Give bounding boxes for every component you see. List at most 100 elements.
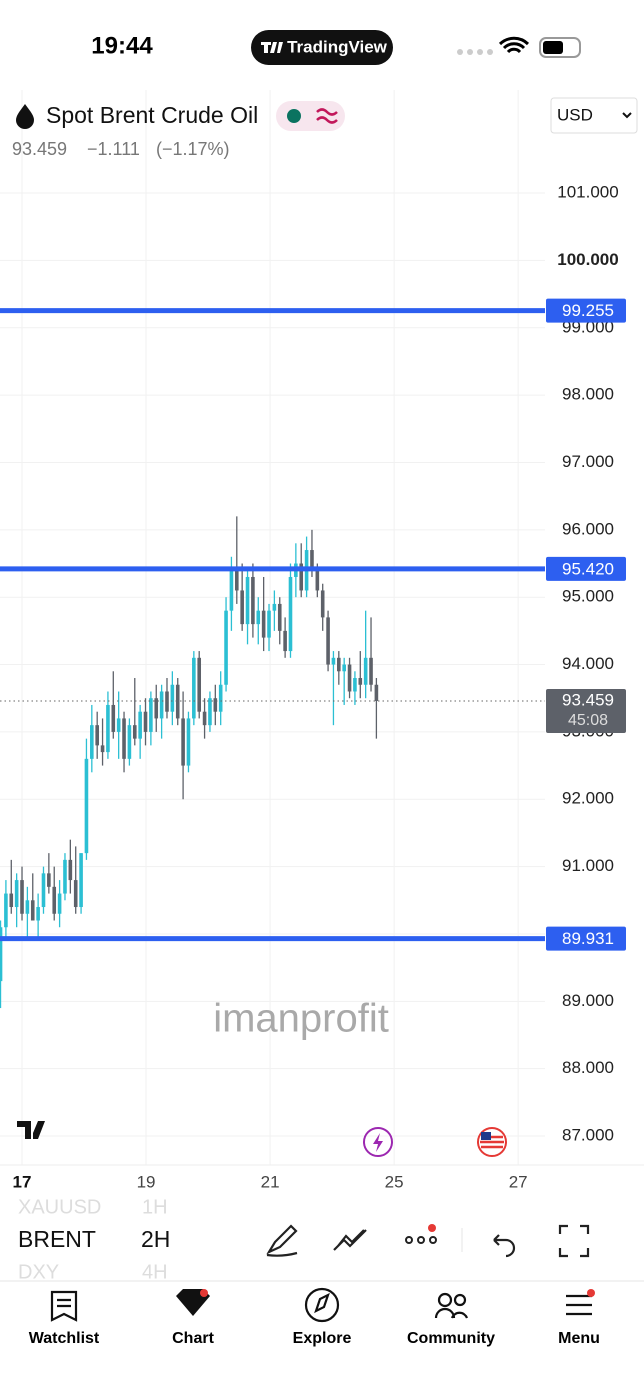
candle-body bbox=[342, 664, 346, 672]
y-tick-label: 89.000 bbox=[562, 991, 614, 1010]
candle-body bbox=[154, 698, 159, 719]
interval-option[interactable]: 1H bbox=[142, 1196, 168, 1218]
level-label: 95.420 bbox=[562, 559, 614, 578]
y-tick-label: 96.000 bbox=[562, 519, 614, 538]
status-time: 19:44 bbox=[91, 32, 153, 59]
battery bbox=[539, 37, 581, 58]
level-label: 99.255 bbox=[562, 301, 614, 320]
candle-body bbox=[283, 630, 287, 652]
y-tick-label: 100.000 bbox=[557, 250, 618, 269]
x-tick-label: 21 bbox=[261, 1172, 280, 1191]
candle-body bbox=[52, 886, 57, 914]
candle-body bbox=[149, 698, 153, 732]
x-tick-label: 17 bbox=[13, 1172, 32, 1191]
candle-body bbox=[320, 590, 325, 618]
candle-body bbox=[197, 657, 202, 712]
draw-icon[interactable] bbox=[266, 1224, 298, 1257]
candle-body bbox=[79, 853, 83, 908]
y-tick-label: 101.000 bbox=[557, 183, 618, 202]
candle-body bbox=[369, 657, 373, 685]
candle-body bbox=[0, 927, 3, 982]
candle-body bbox=[4, 893, 8, 928]
symbol-option[interactable]: DXY bbox=[18, 1261, 59, 1283]
candle-body bbox=[374, 684, 379, 701]
candle-body bbox=[116, 718, 121, 732]
nav-label[interactable]: Watchlist bbox=[29, 1330, 100, 1347]
candle-body bbox=[358, 678, 363, 685]
candle-body bbox=[20, 880, 24, 914]
x-tick-label: 27 bbox=[509, 1172, 528, 1191]
candle-body bbox=[25, 900, 30, 914]
candle-body bbox=[192, 657, 196, 719]
candle-body bbox=[63, 859, 67, 894]
app-pill[interactable] bbox=[251, 30, 393, 65]
candle-body bbox=[229, 570, 234, 611]
currency-select[interactable] bbox=[550, 97, 638, 134]
candle-body bbox=[106, 704, 110, 753]
header-price: 93.459 bbox=[12, 139, 67, 159]
candle-body bbox=[208, 698, 212, 726]
candle-body bbox=[299, 563, 304, 591]
candle-body bbox=[47, 873, 51, 887]
community-icon[interactable] bbox=[434, 1292, 469, 1319]
nav-label[interactable]: Menu bbox=[558, 1330, 600, 1347]
candle-body bbox=[165, 691, 169, 712]
level-box bbox=[546, 556, 626, 581]
candle-body bbox=[14, 880, 19, 908]
fullscreen-icon[interactable] bbox=[558, 1224, 590, 1258]
badge bbox=[587, 1289, 595, 1297]
candle-body bbox=[240, 590, 244, 625]
y-tick-label: 87.000 bbox=[562, 1126, 614, 1145]
more-icon[interactable] bbox=[405, 1236, 437, 1244]
menu-icon[interactable] bbox=[566, 1294, 592, 1316]
candle-body bbox=[288, 576, 293, 652]
candle-body bbox=[100, 745, 105, 753]
candle-body bbox=[347, 664, 352, 692]
symbol-selected[interactable]: BRENT bbox=[18, 1226, 96, 1252]
candle-body bbox=[68, 859, 73, 881]
events-icon[interactable] bbox=[363, 1127, 393, 1157]
battery-level bbox=[543, 41, 563, 54]
symbol-option[interactable]: XAUUSD bbox=[18, 1196, 101, 1218]
currency: USD bbox=[557, 105, 593, 124]
candle-body bbox=[132, 725, 137, 739]
delay-icon bbox=[316, 108, 338, 124]
symbol-title[interactable]: Spot Brent Crude Oil bbox=[46, 102, 258, 128]
chevron bbox=[622, 112, 632, 119]
candle-body bbox=[245, 576, 250, 625]
trend-icon[interactable] bbox=[333, 1229, 367, 1251]
candle-body bbox=[272, 603, 277, 611]
interval-selected[interactable]: 2H bbox=[141, 1226, 170, 1252]
signal-dots bbox=[457, 49, 493, 55]
candle-body bbox=[234, 570, 239, 591]
last-price-label: 93.459 bbox=[562, 690, 614, 709]
candle-body bbox=[170, 684, 175, 712]
explore-icon[interactable] bbox=[304, 1287, 340, 1323]
flag-canton bbox=[481, 1132, 491, 1140]
lightning bbox=[373, 1133, 383, 1152]
candle-body bbox=[84, 758, 89, 854]
candle-body bbox=[138, 711, 142, 739]
candle-body bbox=[277, 603, 282, 631]
undo-icon[interactable] bbox=[493, 1234, 516, 1258]
candle-body bbox=[261, 610, 266, 638]
y-tick-label: 91.000 bbox=[562, 856, 614, 875]
candle-body bbox=[213, 698, 218, 712]
watchlist-icon[interactable] bbox=[50, 1290, 78, 1322]
nav-label[interactable]: Community bbox=[407, 1330, 495, 1347]
status-pill[interactable] bbox=[276, 101, 345, 131]
x-tick-label: 19 bbox=[137, 1172, 156, 1191]
y-tick-label: 94.000 bbox=[562, 654, 614, 673]
candle-body bbox=[256, 610, 261, 625]
y-tick-label: 98.000 bbox=[562, 385, 614, 404]
interval-option[interactable]: 4H bbox=[142, 1261, 168, 1283]
candle-body bbox=[127, 725, 132, 759]
nav-label[interactable]: Explore bbox=[293, 1330, 352, 1347]
last-price-box bbox=[546, 688, 626, 733]
nav-label[interactable]: Chart bbox=[172, 1330, 214, 1347]
y-tick-label: 95.000 bbox=[562, 587, 614, 606]
candle-body bbox=[251, 576, 255, 625]
candle-body bbox=[224, 610, 228, 685]
app-name: TradingView bbox=[287, 37, 388, 56]
